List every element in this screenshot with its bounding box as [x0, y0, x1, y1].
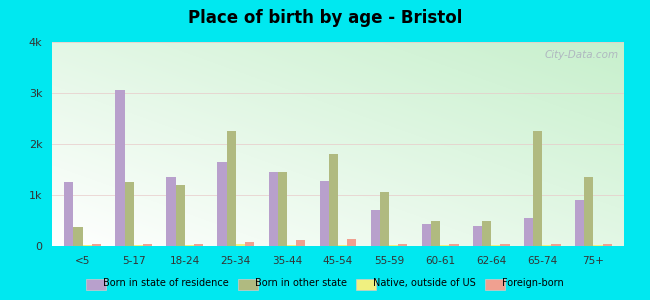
Text: City-Data.com: City-Data.com	[544, 50, 618, 60]
Bar	[143, 244, 152, 246]
Bar	[422, 224, 431, 246]
Bar	[338, 245, 347, 246]
Bar	[500, 244, 510, 246]
Bar	[575, 200, 584, 246]
Bar	[603, 244, 612, 246]
Bar	[431, 220, 440, 246]
Bar	[482, 220, 491, 246]
Text: Place of birth by age - Bristol: Place of birth by age - Bristol	[188, 9, 462, 27]
Bar	[389, 245, 398, 246]
Bar	[584, 177, 593, 246]
Bar	[542, 245, 551, 246]
Bar	[236, 244, 245, 246]
Bar	[218, 162, 227, 246]
Bar	[329, 154, 338, 246]
Bar	[296, 240, 306, 246]
Bar	[524, 218, 533, 246]
Bar	[491, 245, 500, 246]
Bar	[115, 90, 125, 246]
Bar	[380, 193, 389, 246]
Bar	[194, 244, 203, 246]
Bar	[320, 181, 329, 246]
Bar	[268, 172, 278, 246]
Bar	[64, 182, 73, 246]
Bar	[551, 244, 561, 246]
Bar	[227, 131, 236, 246]
Bar	[473, 226, 482, 246]
Bar	[593, 245, 603, 246]
Bar	[449, 244, 458, 246]
Bar	[176, 185, 185, 246]
Bar	[370, 210, 380, 246]
Bar	[287, 245, 296, 246]
Bar	[533, 131, 542, 246]
Bar	[125, 182, 134, 246]
Bar	[73, 226, 83, 246]
Bar	[83, 245, 92, 246]
Bar	[440, 245, 449, 246]
Bar	[185, 245, 194, 246]
Bar	[347, 239, 356, 246]
Bar	[245, 242, 254, 246]
Legend: Born in state of residence, Born in other state, Native, outside of US, Foreign-: Born in state of residence, Born in othe…	[83, 274, 567, 292]
Bar	[278, 172, 287, 246]
Bar	[166, 177, 176, 246]
Bar	[92, 244, 101, 246]
Bar	[398, 244, 408, 246]
Bar	[134, 245, 143, 246]
